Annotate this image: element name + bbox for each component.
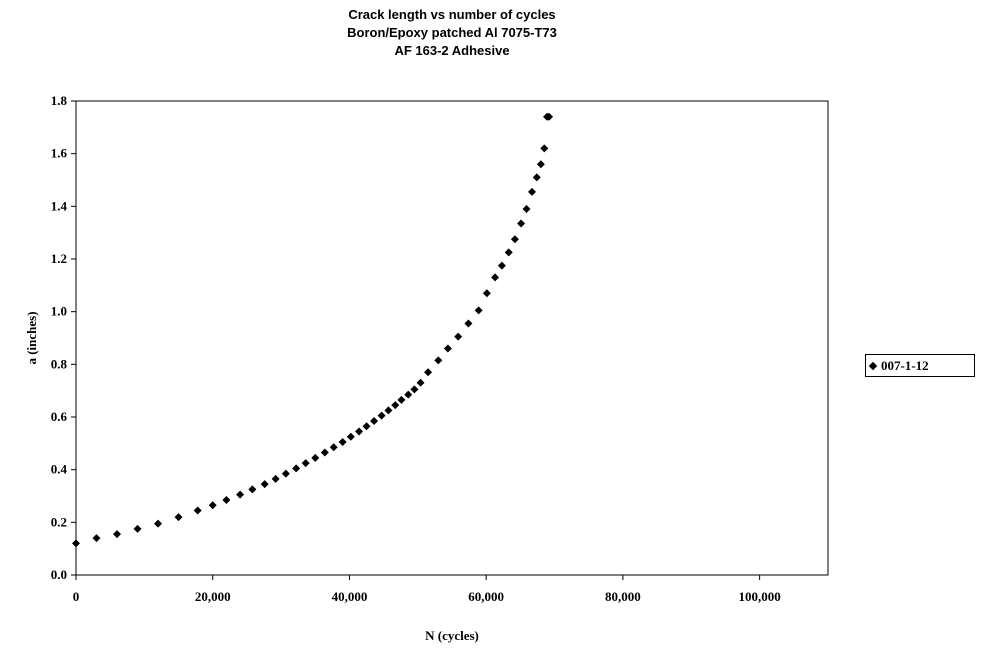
y-tick-label: 0.8 [51,356,68,371]
data-point [311,453,320,462]
y-axis: 0.0 0.2 0.4 0.6 0.8 1.0 1.2 1.4 1.6 1.8 [51,93,76,582]
legend-marker-icon [868,361,878,370]
data-point [338,438,347,447]
chart-title: Crack length vs number of cycles Boron/E… [76,6,828,60]
data-points [72,112,554,548]
data-point [193,506,202,515]
data-point [320,448,329,457]
data-point [504,248,513,257]
data-point [482,289,491,298]
data-point [397,395,406,404]
chart-title-line-1: Crack length vs number of cycles [348,7,556,22]
data-point [260,480,269,489]
data-point [208,501,217,510]
data-point [391,401,400,410]
data-point [416,378,425,387]
data-point [474,306,483,315]
x-axis-label: N (cycles) [425,628,479,643]
data-point [236,490,245,499]
data-point [497,261,506,270]
data-point [271,474,280,483]
y-tick-label: 1.8 [51,93,68,108]
data-point [154,519,163,528]
data-point [464,319,473,328]
plot-area [75,100,829,576]
x-tick-label: 60,000 [468,589,504,604]
data-point [92,534,101,543]
data-point [454,332,463,341]
y-tick-label: 0.2 [51,514,67,529]
data-point [522,204,531,213]
data-point [424,368,433,377]
x-tick-label: 100,000 [739,589,781,604]
y-tick-label: 1.4 [51,198,68,213]
y-tick-label: 0.6 [51,409,68,424]
data-point [434,356,443,365]
chart-title-line-3: AF 163-2 Adhesive [394,43,510,58]
x-tick-label: 20,000 [195,589,231,604]
x-tick-label: 0 [73,589,80,604]
data-point [527,187,536,196]
data-point [248,485,257,494]
data-point [404,390,413,399]
data-point [536,160,545,169]
data-point [545,112,554,121]
y-tick-label: 0.4 [51,462,68,477]
y-tick-label: 1.6 [51,146,68,161]
data-point [370,416,379,425]
data-point [301,459,310,468]
y-tick-label: 1.0 [51,304,67,319]
data-point [532,173,541,182]
data-point [443,344,452,353]
data-point [384,406,393,415]
legend-label: 007-1-12 [881,357,929,373]
legend: 007-1-12 [865,354,975,377]
y-tick-label: 1.2 [51,251,67,266]
y-tick-label: 0.0 [51,567,67,582]
data-point [346,432,355,441]
x-tick-label: 80,000 [605,589,641,604]
chart-title-line-2: Boron/Epoxy patched Al 7075-T73 [347,25,557,40]
y-axis-label: a (inches) [24,311,39,364]
data-point [113,530,122,539]
x-axis: 0 20,000 40,000 60,000 80,000 100,000 [73,575,781,604]
data-point [517,219,526,228]
data-point [174,513,183,522]
data-point [377,411,386,420]
data-point [510,235,519,244]
data-point [540,144,549,153]
data-point [222,495,231,504]
data-point [410,385,419,394]
data-point [355,427,364,436]
x-tick-label: 40,000 [332,589,368,604]
data-point [292,464,301,473]
data-point [329,443,338,452]
data-point [281,469,290,478]
data-point [72,539,80,548]
data-point [133,524,142,533]
data-point [491,273,500,282]
data-point [362,422,371,431]
